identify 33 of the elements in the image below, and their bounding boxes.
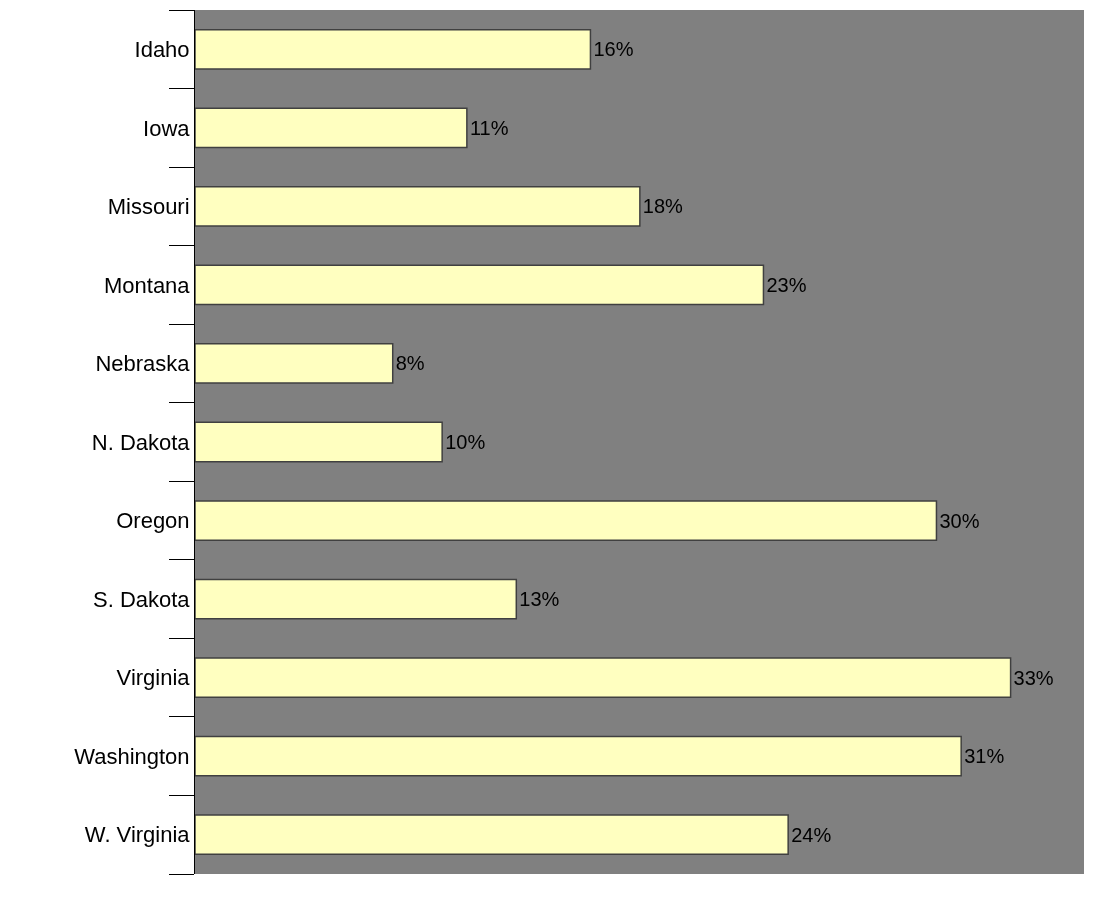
bar (195, 264, 765, 306)
y-tick-label: Iowa (143, 115, 191, 141)
data-label: 30% (939, 509, 980, 532)
bar (195, 343, 394, 384)
data-label: 31% (964, 745, 1005, 768)
bar (195, 814, 789, 856)
y-tick-label: N. Dakota (91, 429, 191, 455)
bar (195, 28, 592, 70)
y-tick-label: Missouri (107, 194, 190, 220)
y-tick-label: Virginia (116, 665, 191, 691)
bar (195, 578, 518, 620)
bar (195, 500, 938, 541)
data-label: 33% (1013, 666, 1054, 689)
y-tick-label: W. Virginia (84, 822, 191, 848)
bar (195, 421, 443, 463)
data-label: 16% (593, 38, 634, 61)
bar (195, 657, 1012, 699)
y-tick-label: Nebraska (95, 351, 191, 377)
y-tick-label: Idaho (134, 36, 190, 62)
y-tick-label: Montana (103, 272, 191, 298)
bar (195, 107, 468, 149)
data-label: 23% (766, 273, 807, 296)
data-label: 8% (395, 352, 425, 375)
y-tick-label: Oregon (116, 508, 190, 534)
y-tick-label: Washington (74, 743, 190, 769)
data-label: 18% (642, 195, 684, 218)
data-label: 10% (445, 431, 486, 453)
data-label: 13% (519, 588, 560, 611)
bar (195, 735, 962, 777)
data-label: 11% (469, 116, 509, 139)
data-label: 24% (791, 823, 832, 846)
bar (195, 185, 641, 227)
y-tick-label: S. Dakota (92, 586, 191, 612)
